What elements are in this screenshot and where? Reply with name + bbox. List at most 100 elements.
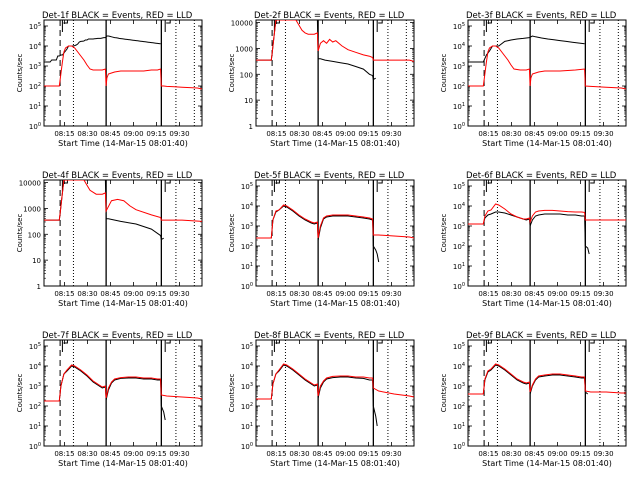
y-tick-label: 103 — [453, 222, 465, 231]
flag-marker — [376, 20, 383, 32]
y-tick-label: 104 — [241, 362, 253, 371]
x-tick-label: 08:30 — [77, 130, 97, 138]
x-tick-label: 08:45 — [524, 450, 544, 458]
series-line-events — [468, 211, 590, 255]
x-axis-label: Start Time (14-Mar-15 08:01:40) — [482, 459, 612, 468]
x-tick-label: 08:45 — [100, 290, 120, 298]
x-tick-label: 09:30 — [381, 450, 401, 458]
series-line-events — [468, 364, 589, 395]
x-tick-label: 09:30 — [593, 130, 613, 138]
y-tick-label: 103 — [29, 382, 41, 391]
x-tick-label: 09:15 — [146, 130, 166, 138]
y-tick-label: 104 — [453, 42, 465, 51]
x-tick-label: 08:45 — [524, 130, 544, 138]
x-tick-label: 08:15 — [478, 290, 498, 298]
x-axis-label: Start Time (14-Mar-15 08:01:40) — [270, 459, 400, 468]
chart-title: Det-7f BLACK = Events, RED = LLD — [42, 331, 193, 341]
flag-marker — [273, 340, 280, 352]
chart-panel: Det-6f BLACK = Events, RED = LLD 100 101 10… — [440, 171, 627, 308]
flag-marker — [273, 20, 280, 32]
flag-marker — [61, 20, 68, 32]
y-tick-label: 104 — [453, 362, 465, 371]
y-tick-label: 103 — [241, 382, 253, 391]
x-axis-label: Start Time (14-Mar-15 08:01:40) — [58, 139, 188, 148]
y-tick-label: 10 — [244, 97, 253, 105]
x-axis-label: Start Time (14-Mar-15 08:01:40) — [270, 299, 400, 308]
x-axis-label: Start Time (14-Mar-15 08:01:40) — [270, 139, 400, 148]
y-tick-label: 105 — [453, 22, 465, 31]
x-tick-label: 09:30 — [593, 450, 613, 458]
x-tick-label: 09:00 — [123, 290, 143, 298]
flag-marker — [588, 340, 595, 352]
flag-marker — [588, 180, 595, 192]
series-line-lld — [468, 203, 626, 225]
x-tick-label: 09:00 — [335, 290, 355, 298]
chart-panel: Det-4f BLACK = Events, RED = LLD 1 10 100 10… — [16, 171, 203, 308]
y-tick-label: 100 — [241, 442, 253, 451]
x-tick-label: 08:30 — [501, 450, 521, 458]
plot-frame — [467, 179, 627, 287]
y-axis-label: Counts/sec — [16, 54, 24, 93]
y-tick-label: 10000 — [19, 180, 41, 188]
flag-marker — [485, 340, 492, 352]
y-tick-label: 103 — [29, 62, 41, 71]
x-tick-label: 08:15 — [266, 130, 286, 138]
x-tick-label: 09:30 — [169, 290, 189, 298]
x-tick-label: 09:15 — [146, 450, 166, 458]
plot-frame — [255, 19, 415, 127]
y-tick-label: 103 — [241, 222, 253, 231]
y-axis-label: Counts/sec — [228, 374, 236, 413]
x-tick-label: 09:30 — [593, 290, 613, 298]
y-tick-label: 103 — [453, 382, 465, 391]
flag-marker — [61, 180, 68, 192]
y-tick-label: 101 — [29, 102, 41, 111]
plot-area — [468, 20, 626, 126]
flag-marker — [164, 340, 171, 352]
y-tick-label: 100 — [28, 231, 41, 239]
x-tick-label: 09:00 — [123, 450, 143, 458]
chart-panel: Det-1f BLACK = Events, RED = LLD 100 101 10… — [16, 11, 203, 148]
series-line-lld — [256, 363, 414, 400]
flag-marker — [273, 180, 280, 192]
series-line-lld — [256, 20, 414, 62]
y-axis-label: Counts/sec — [440, 374, 448, 413]
x-tick-label: 09:30 — [381, 290, 401, 298]
y-tick-label: 1 — [249, 123, 253, 131]
chart-title: Det-9f BLACK = Events, RED = LLD — [466, 331, 617, 341]
y-tick-label: 100 — [240, 71, 253, 79]
chart-title: Det-3f BLACK = Events, RED = LLD — [466, 11, 617, 21]
x-tick-label: 08:30 — [501, 290, 521, 298]
plot-area — [256, 340, 414, 446]
y-axis-label: Counts/sec — [440, 214, 448, 253]
y-tick-label: 105 — [453, 342, 465, 351]
y-tick-label: 100 — [453, 122, 465, 131]
x-tick-label: 09:00 — [547, 290, 567, 298]
y-axis-label: Counts/sec — [16, 214, 24, 253]
y-tick-label: 105 — [241, 182, 253, 191]
y-tick-label: 101 — [453, 262, 465, 271]
x-tick-label: 08:30 — [501, 130, 521, 138]
y-tick-label: 102 — [241, 402, 253, 411]
x-tick-label: 09:00 — [547, 450, 567, 458]
series-line-lld — [44, 45, 202, 90]
flag-marker — [485, 20, 492, 32]
x-tick-label: 08:45 — [100, 450, 120, 458]
x-tick-label: 09:15 — [358, 450, 378, 458]
x-tick-label: 09:00 — [547, 130, 567, 138]
y-tick-label: 100 — [241, 282, 253, 291]
x-tick-label: 08:30 — [289, 290, 309, 298]
flag-marker — [61, 340, 68, 352]
x-tick-label: 09:15 — [570, 130, 590, 138]
x-tick-label: 09:30 — [169, 450, 189, 458]
y-tick-label: 102 — [29, 402, 41, 411]
y-tick-label: 101 — [241, 262, 253, 271]
series-line-lld — [468, 363, 626, 395]
plot-frame — [255, 179, 415, 287]
x-tick-label: 09:30 — [381, 130, 401, 138]
x-tick-label: 08:30 — [77, 450, 97, 458]
y-axis-label: Counts/sec — [16, 374, 24, 413]
x-tick-label: 08:30 — [289, 130, 309, 138]
y-tick-label: 1000 — [235, 45, 253, 53]
y-tick-label: 10 — [32, 257, 41, 265]
plot-area — [44, 180, 202, 286]
